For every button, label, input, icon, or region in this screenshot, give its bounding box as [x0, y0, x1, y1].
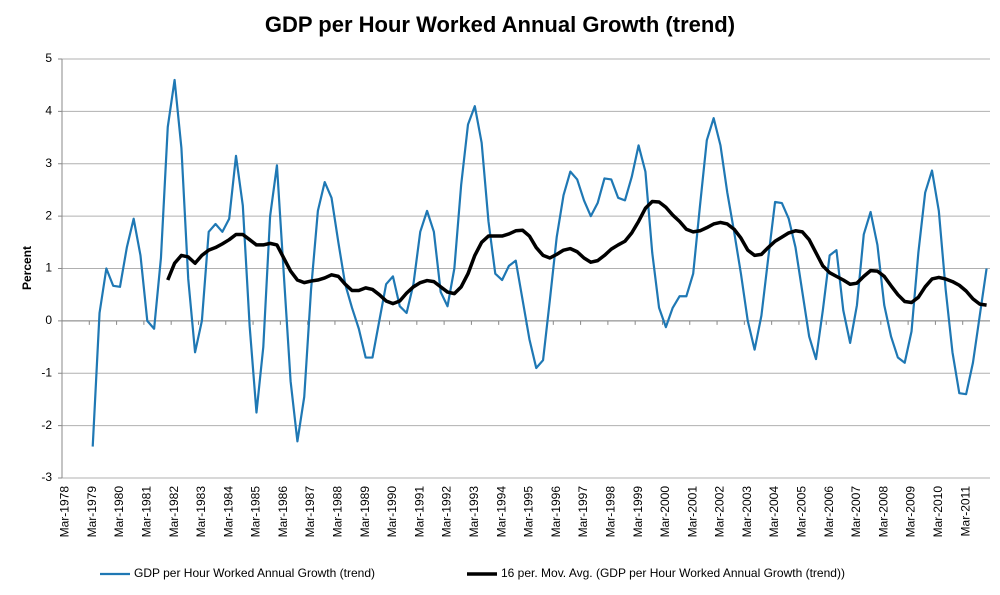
x-tick-label: Mar-2011 — [958, 486, 972, 537]
x-tick-label: Mar-1991 — [412, 486, 426, 538]
y-tick-label: 2 — [45, 208, 52, 222]
series-line — [166, 199, 987, 307]
x-tick-label: Mar-1986 — [276, 486, 290, 538]
x-tick-label: Mar-1978 — [58, 486, 72, 538]
legend-label: GDP per Hour Worked Annual Growth (trend… — [134, 566, 375, 580]
x-tick-label: Mar-2008 — [876, 486, 890, 538]
x-tick-label: Mar-1999 — [631, 486, 645, 538]
x-tick-label: Mar-1992 — [440, 486, 454, 538]
x-tick-label: Mar-1984 — [221, 486, 235, 538]
y-tick-label: -2 — [41, 418, 52, 432]
x-tick-label: Mar-1981 — [139, 486, 153, 538]
x-tick-label: Mar-2010 — [931, 486, 945, 538]
x-tick-label: Mar-1985 — [249, 486, 263, 538]
x-tick-label: Mar-2002 — [713, 486, 727, 538]
x-tick-label: Mar-2003 — [740, 486, 754, 538]
x-tick-label: Mar-2004 — [767, 486, 781, 538]
x-tick-label: Mar-2006 — [822, 486, 836, 538]
y-tick-label: -3 — [41, 470, 52, 484]
x-tick-label: Mar-1983 — [194, 486, 208, 538]
x-tick-label: Mar-2009 — [904, 486, 918, 538]
x-tick-label: Mar-2000 — [658, 486, 672, 538]
x-tick-label: Mar-1996 — [549, 486, 563, 538]
series-line — [91, 78, 988, 447]
x-tick-label: Mar-1982 — [167, 486, 181, 538]
y-tick-label: 1 — [45, 261, 52, 275]
x-tick-label: Mar-1980 — [112, 486, 126, 538]
y-axis-label: Percent — [20, 246, 34, 290]
y-tick-label: 3 — [45, 156, 52, 170]
x-tick-label: Mar-2005 — [795, 486, 809, 538]
x-tick-label: Mar-1988 — [331, 486, 345, 538]
legend-label: 16 per. Mov. Avg. (GDP per Hour Worked A… — [501, 566, 845, 580]
x-tick-label: Mar-1990 — [385, 486, 399, 538]
x-tick-label: Mar-2001 — [685, 486, 699, 538]
x-tick-label: Mar-2007 — [849, 486, 863, 538]
x-tick-label: Mar-1993 — [467, 486, 481, 538]
y-tick-label: 0 — [45, 313, 52, 327]
x-tick-label: Mar-1997 — [576, 486, 590, 538]
x-tick-label: Mar-1995 — [522, 486, 536, 538]
y-tick-label: -1 — [41, 365, 52, 379]
x-tick-label: Mar-1979 — [85, 486, 99, 538]
chart-title: GDP per Hour Worked Annual Growth (trend… — [265, 12, 735, 37]
y-tick-label: 5 — [45, 51, 52, 65]
y-tick-label: 4 — [45, 104, 52, 118]
x-tick-label: Mar-1998 — [603, 486, 617, 538]
x-tick-label: Mar-1989 — [358, 486, 372, 538]
x-tick-label: Mar-1987 — [303, 486, 317, 538]
x-tick-label: Mar-1994 — [494, 486, 508, 538]
